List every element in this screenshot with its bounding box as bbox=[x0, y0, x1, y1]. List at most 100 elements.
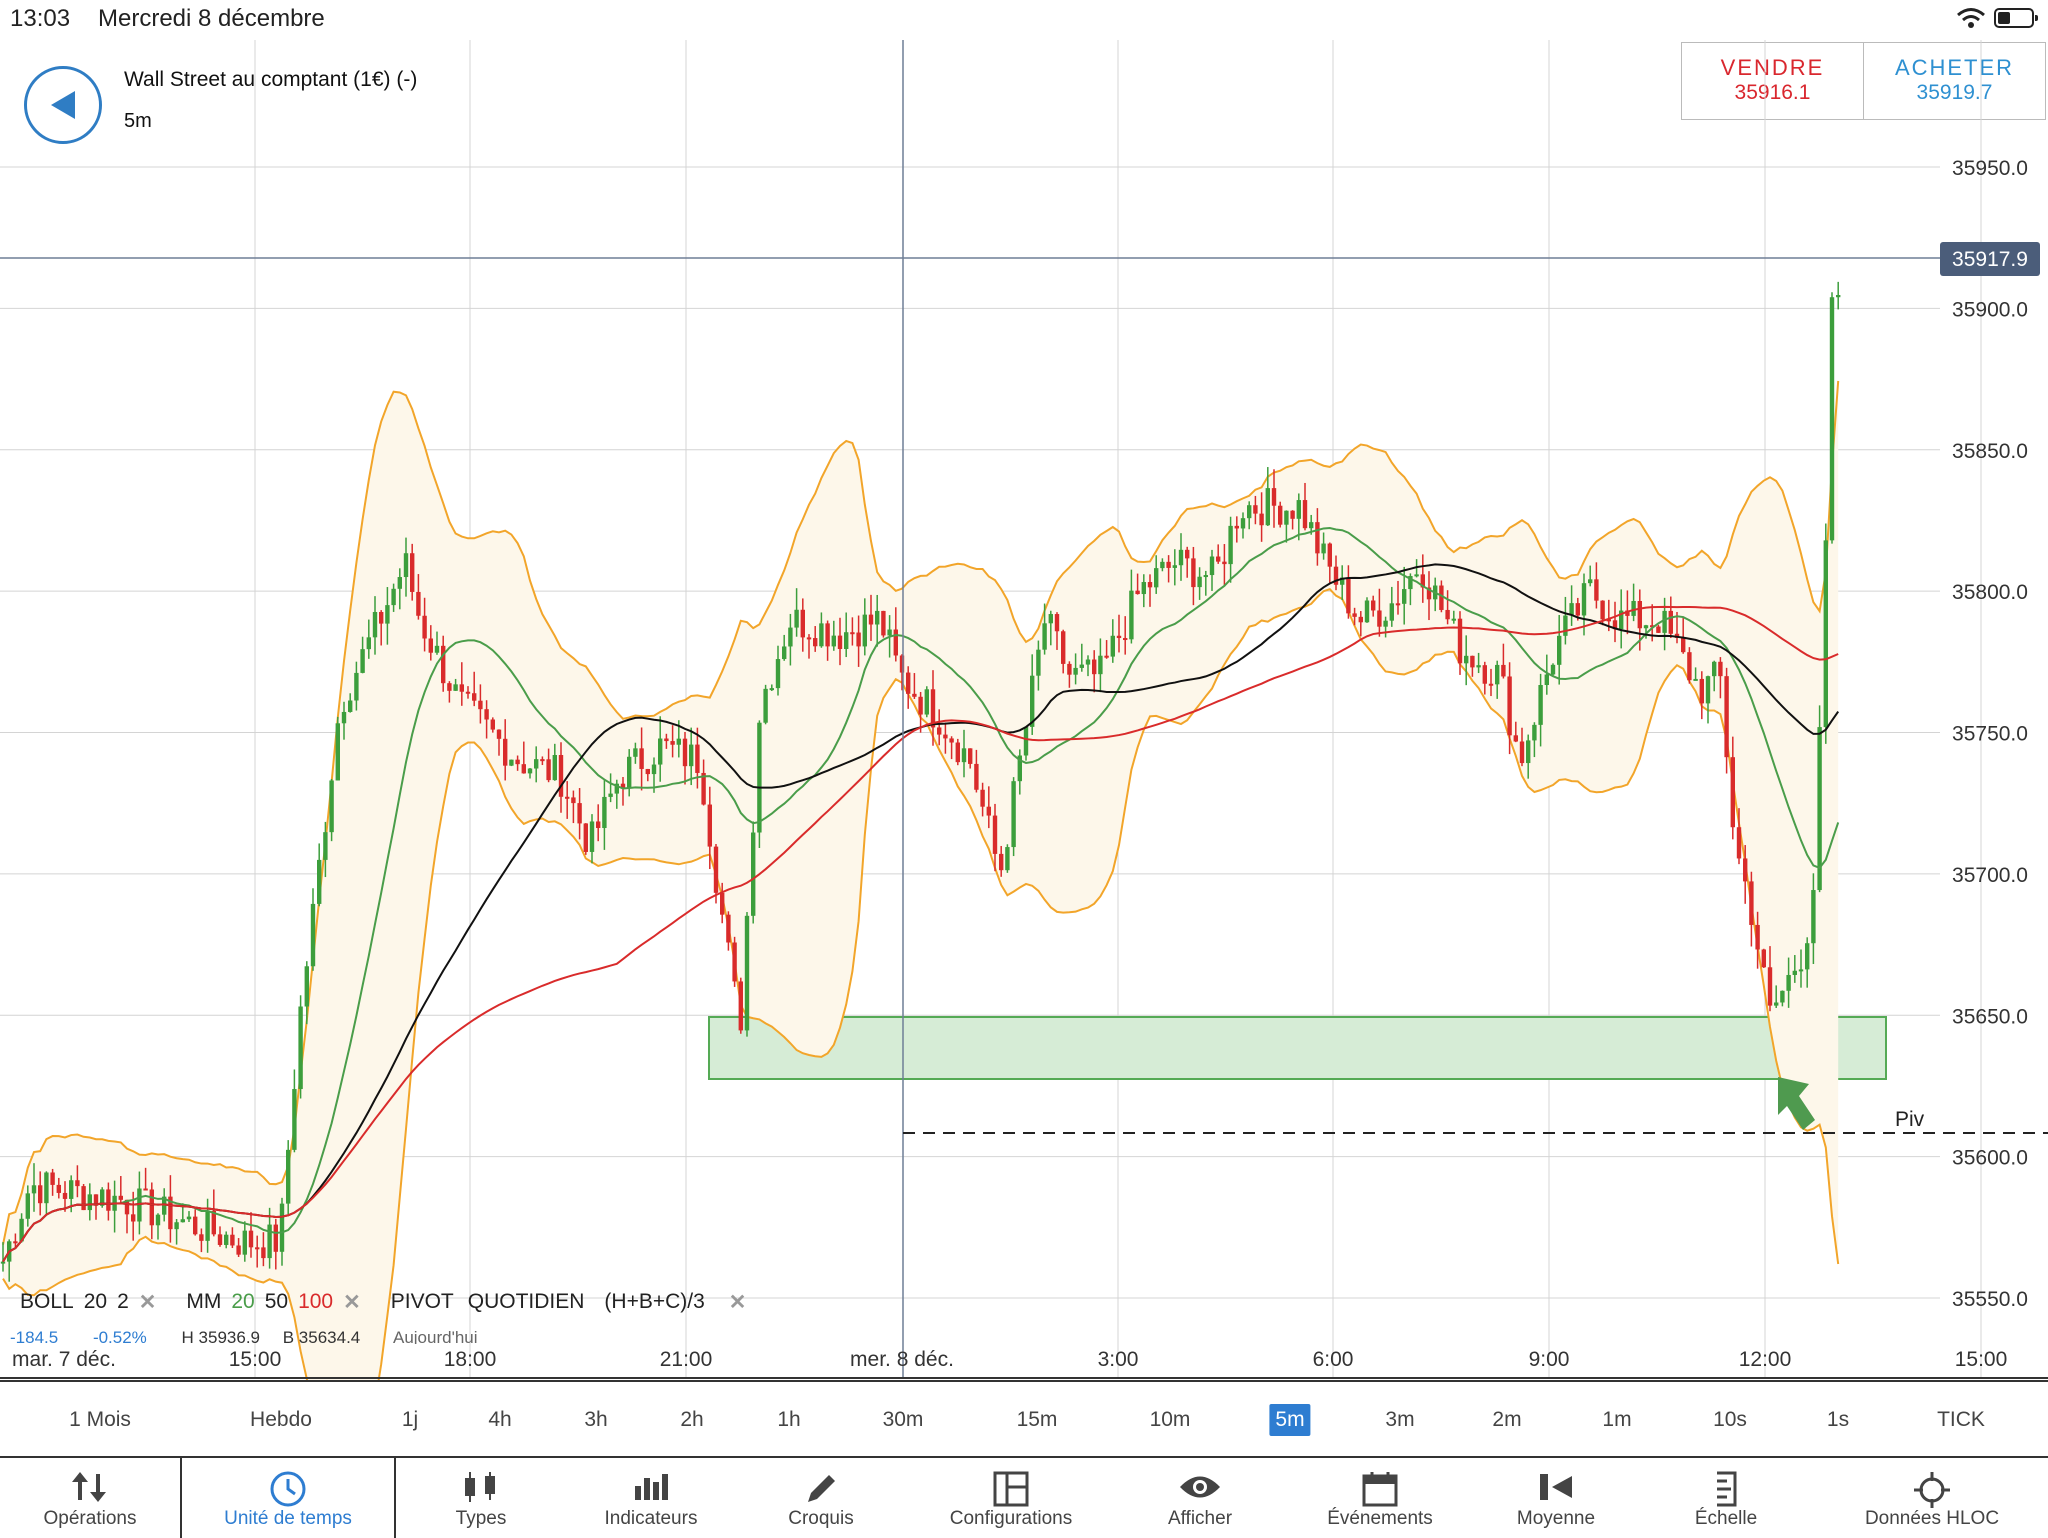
candle-body bbox=[1129, 590, 1134, 640]
status-bar: 13:03 Mercredi 8 décembre bbox=[0, 0, 2048, 40]
candle-body bbox=[1321, 543, 1326, 554]
change-value: -184.5 bbox=[10, 1328, 59, 1344]
candle-body bbox=[124, 1199, 130, 1215]
nav-scale[interactable]: Échelle bbox=[1636, 1458, 1816, 1538]
candle-body bbox=[1209, 556, 1215, 576]
candle-body bbox=[639, 748, 644, 769]
nav-calendar[interactable]: Événements bbox=[1284, 1458, 1476, 1538]
timeframe-30m[interactable]: 30m bbox=[882, 1408, 924, 1431]
nav-bars[interactable]: Indicateurs bbox=[566, 1458, 736, 1538]
candle-body bbox=[1327, 543, 1332, 567]
candle-body bbox=[1526, 740, 1531, 764]
nav-label: Indicateurs bbox=[604, 1508, 698, 1529]
sell-price: 35916.1 bbox=[1734, 81, 1811, 104]
price-chart[interactable]: Piv 35950.035900.035850.035800.035750.03… bbox=[0, 40, 2048, 1380]
candle-body bbox=[1426, 587, 1432, 600]
back-button[interactable] bbox=[24, 66, 102, 144]
bollinger-bands bbox=[2, 380, 1840, 1380]
candle-body bbox=[1792, 970, 1797, 975]
arrows-updown-icon bbox=[70, 1470, 110, 1509]
annotation-arrow[interactable] bbox=[1778, 1077, 1815, 1130]
candle-body bbox=[1823, 540, 1828, 728]
candle-body bbox=[509, 759, 514, 766]
candle-body bbox=[69, 1180, 74, 1199]
candle-body bbox=[558, 755, 564, 797]
timeframe-2h[interactable]: 2h bbox=[680, 1408, 704, 1431]
candle-body bbox=[887, 629, 892, 636]
candle-body bbox=[1110, 635, 1115, 657]
nav-average[interactable]: Moyenne bbox=[1476, 1458, 1636, 1538]
timeframe-hebdo[interactable]: Hebdo bbox=[250, 1408, 312, 1431]
remove-pivot-button[interactable]: ✕ bbox=[728, 1290, 747, 1314]
timeframe-1j[interactable]: 1j bbox=[401, 1408, 419, 1431]
timeframe-5m[interactable]: 5m bbox=[1269, 1404, 1311, 1436]
candle-body bbox=[608, 793, 613, 797]
nav-clock[interactable]: Unité de temps bbox=[182, 1458, 394, 1538]
candle-body bbox=[720, 892, 725, 915]
nav-pencil[interactable]: Croquis bbox=[736, 1458, 906, 1538]
candle-body bbox=[1395, 603, 1401, 606]
candle-body bbox=[1346, 577, 1351, 614]
stats-line: -184.5 -0.52% H 35936.9 B 35634.4 Aujour… bbox=[0, 1328, 478, 1344]
x-tick-label: 6:00 bbox=[1312, 1348, 1354, 1371]
nav-candles[interactable]: Types bbox=[396, 1458, 566, 1538]
candle-body bbox=[974, 763, 979, 790]
candle-body bbox=[199, 1234, 204, 1241]
candle-body bbox=[1408, 576, 1413, 590]
y-tick-label: 35650.0 bbox=[1952, 1005, 2028, 1028]
sell-button[interactable]: VENDRE 35916.1 bbox=[1682, 43, 1863, 119]
nav-crosshair[interactable]: Données HLOC bbox=[1816, 1458, 2048, 1538]
candle-body bbox=[1079, 664, 1084, 668]
candle-body bbox=[397, 577, 402, 589]
candle-body bbox=[1104, 655, 1109, 658]
nav-eye[interactable]: Afficher bbox=[1116, 1458, 1284, 1538]
candle-body bbox=[1451, 618, 1456, 621]
today-label: Aujourd'hui bbox=[392, 1328, 478, 1344]
candle-body bbox=[1705, 676, 1711, 704]
nav-label: Configurations bbox=[949, 1508, 1073, 1529]
status-date: Mercredi 8 décembre bbox=[98, 5, 325, 32]
timeframe-10s[interactable]: 10s bbox=[1713, 1408, 1747, 1431]
timeframe-tick[interactable]: TICK bbox=[1937, 1408, 1985, 1431]
candle-body bbox=[1650, 625, 1655, 628]
candle-body bbox=[1631, 601, 1636, 616]
candle-body bbox=[918, 696, 923, 715]
candle-body bbox=[1030, 675, 1035, 727]
timeframe-1m[interactable]: 1m bbox=[1602, 1408, 1632, 1431]
candle-body bbox=[410, 553, 415, 592]
candle-body bbox=[844, 632, 849, 650]
timeframe-1s[interactable]: 1s bbox=[1826, 1408, 1850, 1431]
timeframe-1h[interactable]: 1h bbox=[777, 1408, 801, 1431]
candle-body bbox=[155, 1214, 161, 1226]
nav-label: Croquis bbox=[788, 1508, 854, 1529]
timeframe-15m[interactable]: 15m bbox=[1016, 1408, 1058, 1431]
price-axis: 35950.0 35900.0 35850.0 35800.0 35750.0 35700… bbox=[1952, 157, 2028, 1311]
candle-body bbox=[279, 1203, 285, 1252]
nav-arrows-updown[interactable]: Opérations bbox=[0, 1458, 180, 1538]
buy-button[interactable]: ACHETER 35919.7 bbox=[1863, 43, 2045, 119]
timeframe-2m[interactable]: 2m bbox=[1492, 1408, 1522, 1431]
y-tick-label: 35600.0 bbox=[1952, 1147, 2028, 1170]
timeframe-1-mois[interactable]: 1 Mois bbox=[69, 1408, 131, 1431]
remove-mm-button[interactable]: ✕ bbox=[343, 1290, 361, 1314]
support-zone[interactable] bbox=[708, 1016, 1887, 1080]
nav-layout[interactable]: Configurations bbox=[906, 1458, 1116, 1538]
nav-separator bbox=[394, 1458, 396, 1538]
candle-body bbox=[689, 744, 694, 767]
timeframe-10m[interactable]: 10m bbox=[1149, 1408, 1191, 1431]
candle-body bbox=[360, 649, 365, 673]
candle-body bbox=[1222, 561, 1227, 565]
candle-body bbox=[1340, 577, 1345, 585]
candle-body bbox=[38, 1185, 43, 1204]
mm100-period: 100 bbox=[298, 1290, 334, 1313]
timeframe-3h[interactable]: 3h bbox=[584, 1408, 608, 1431]
candle-body bbox=[850, 632, 855, 635]
timeframe-4h[interactable]: 4h bbox=[488, 1408, 512, 1431]
candle-body bbox=[837, 635, 843, 650]
scale-icon bbox=[1711, 1470, 1741, 1513]
remove-boll-button[interactable]: ✕ bbox=[138, 1290, 157, 1314]
candle-body bbox=[1532, 724, 1537, 741]
timeframe-3m[interactable]: 3m bbox=[1385, 1408, 1415, 1431]
current-price-value: 35917.9 bbox=[1952, 248, 2028, 271]
boll-label: BOLL bbox=[20, 1290, 74, 1313]
